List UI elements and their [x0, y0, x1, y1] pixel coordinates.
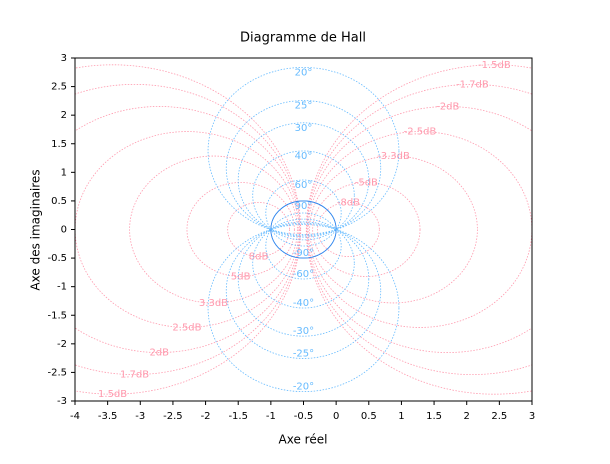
gain-circle	[312, 182, 421, 277]
gain-label: 5dB	[231, 272, 251, 283]
phase-circle	[252, 218, 355, 309]
phase-label: 30°	[295, 123, 313, 134]
gain-label: -2dB	[436, 101, 459, 112]
y-tick-label: -2	[57, 339, 67, 350]
gain-label: 3.3dB	[199, 298, 228, 309]
x-tick-label: 3	[529, 411, 535, 422]
x-tick-label: -0.5	[294, 411, 314, 422]
x-tick-label: -1	[266, 411, 276, 422]
y-tick-label: -1.5	[47, 310, 67, 321]
y-tick-label: 2.5	[51, 82, 67, 93]
phase-label: -60°	[293, 269, 314, 280]
phase-label: -20°	[293, 382, 314, 393]
x-tick-label: -3	[135, 411, 145, 422]
gain-circle	[75, 64, 302, 395]
phase-label: 25°	[295, 101, 313, 112]
y-tick-label: -3	[57, 396, 67, 407]
gain-circle	[75, 84, 301, 375]
y-tick-label: -2.5	[47, 367, 67, 378]
x-tick-label: -2	[201, 411, 211, 422]
gain-label: 8dB	[249, 252, 269, 263]
phase-circle	[252, 150, 355, 241]
x-tick-label: -2.5	[163, 411, 183, 422]
y-tick-label: -0.5	[47, 253, 67, 264]
y-tick-label: 0.5	[51, 196, 67, 207]
gain-label: 2.5dB	[172, 322, 201, 333]
gain-label: -3.3dB	[377, 151, 410, 162]
phase-circle	[225, 222, 382, 359]
x-tick-label: 0.5	[361, 411, 377, 422]
chart-title: Diagramme de Hall	[240, 31, 366, 46]
gain-circle	[186, 182, 295, 277]
gain-label: 1.5dB	[98, 389, 127, 400]
gain-label: 1.7dB	[120, 370, 149, 381]
phase-circle	[207, 224, 400, 393]
gain-circle	[309, 155, 478, 304]
gain-circle	[306, 84, 532, 375]
gain-label: -1.7dB	[456, 79, 489, 90]
gain-label: -2.5dB	[404, 127, 437, 138]
gain-circle	[129, 155, 298, 304]
y-axis-label: Axe des imaginaires	[29, 169, 43, 290]
y-tick-label: 1	[61, 167, 67, 178]
x-axis-label: Axe réel	[279, 433, 328, 447]
x-tick-label: 1.5	[426, 411, 442, 422]
gain-label: -1.5dB	[478, 60, 511, 71]
y-tick-label: 3	[61, 53, 67, 64]
gain-label: -8dB	[337, 197, 360, 208]
y-tick-label: 2	[61, 110, 67, 121]
phase-label: 60°	[295, 180, 313, 191]
x-tick-label: -3.5	[98, 411, 118, 422]
gain-label: -5dB	[355, 177, 378, 188]
gain-label: 2dB	[149, 348, 169, 359]
gain-circle	[75, 106, 301, 353]
phase-label: -90°	[293, 248, 314, 259]
phase-label: -40°	[293, 298, 314, 309]
gain-circle	[306, 106, 532, 353]
phase-label: 90°	[295, 201, 313, 212]
phase-label: -25°	[293, 348, 314, 359]
gain-circle	[227, 202, 290, 257]
phase-circle	[225, 100, 382, 237]
plot-area: -1.5dB -1.7dB -2dB -2.5dB -3.3dB -5dB -8dB 8dB 5…	[75, 60, 532, 400]
x-tick-label: 0	[333, 411, 339, 422]
gain-circle	[305, 64, 532, 395]
phase-circle	[237, 221, 370, 337]
phase-label: 40°	[295, 151, 313, 162]
x-tick-label: 2.5	[491, 411, 507, 422]
x-tick-label: -4	[70, 411, 80, 422]
phase-label: 20°	[295, 67, 313, 78]
y-tick-label: 1.5	[51, 139, 67, 150]
y-tick-label: -1	[57, 282, 67, 293]
phase-circle	[265, 212, 342, 280]
phase-label: -30°	[293, 326, 314, 337]
phase-circle	[207, 66, 400, 235]
x-tick-label: 1	[398, 411, 404, 422]
phase-circle	[237, 122, 370, 238]
phase-circle	[265, 179, 342, 247]
y-tick-label: 0	[61, 225, 67, 236]
x-tick-label: 2	[464, 411, 470, 422]
gain-circle	[317, 202, 380, 257]
gain-circle	[75, 131, 300, 328]
x-tick-label: -1.5	[228, 411, 248, 422]
